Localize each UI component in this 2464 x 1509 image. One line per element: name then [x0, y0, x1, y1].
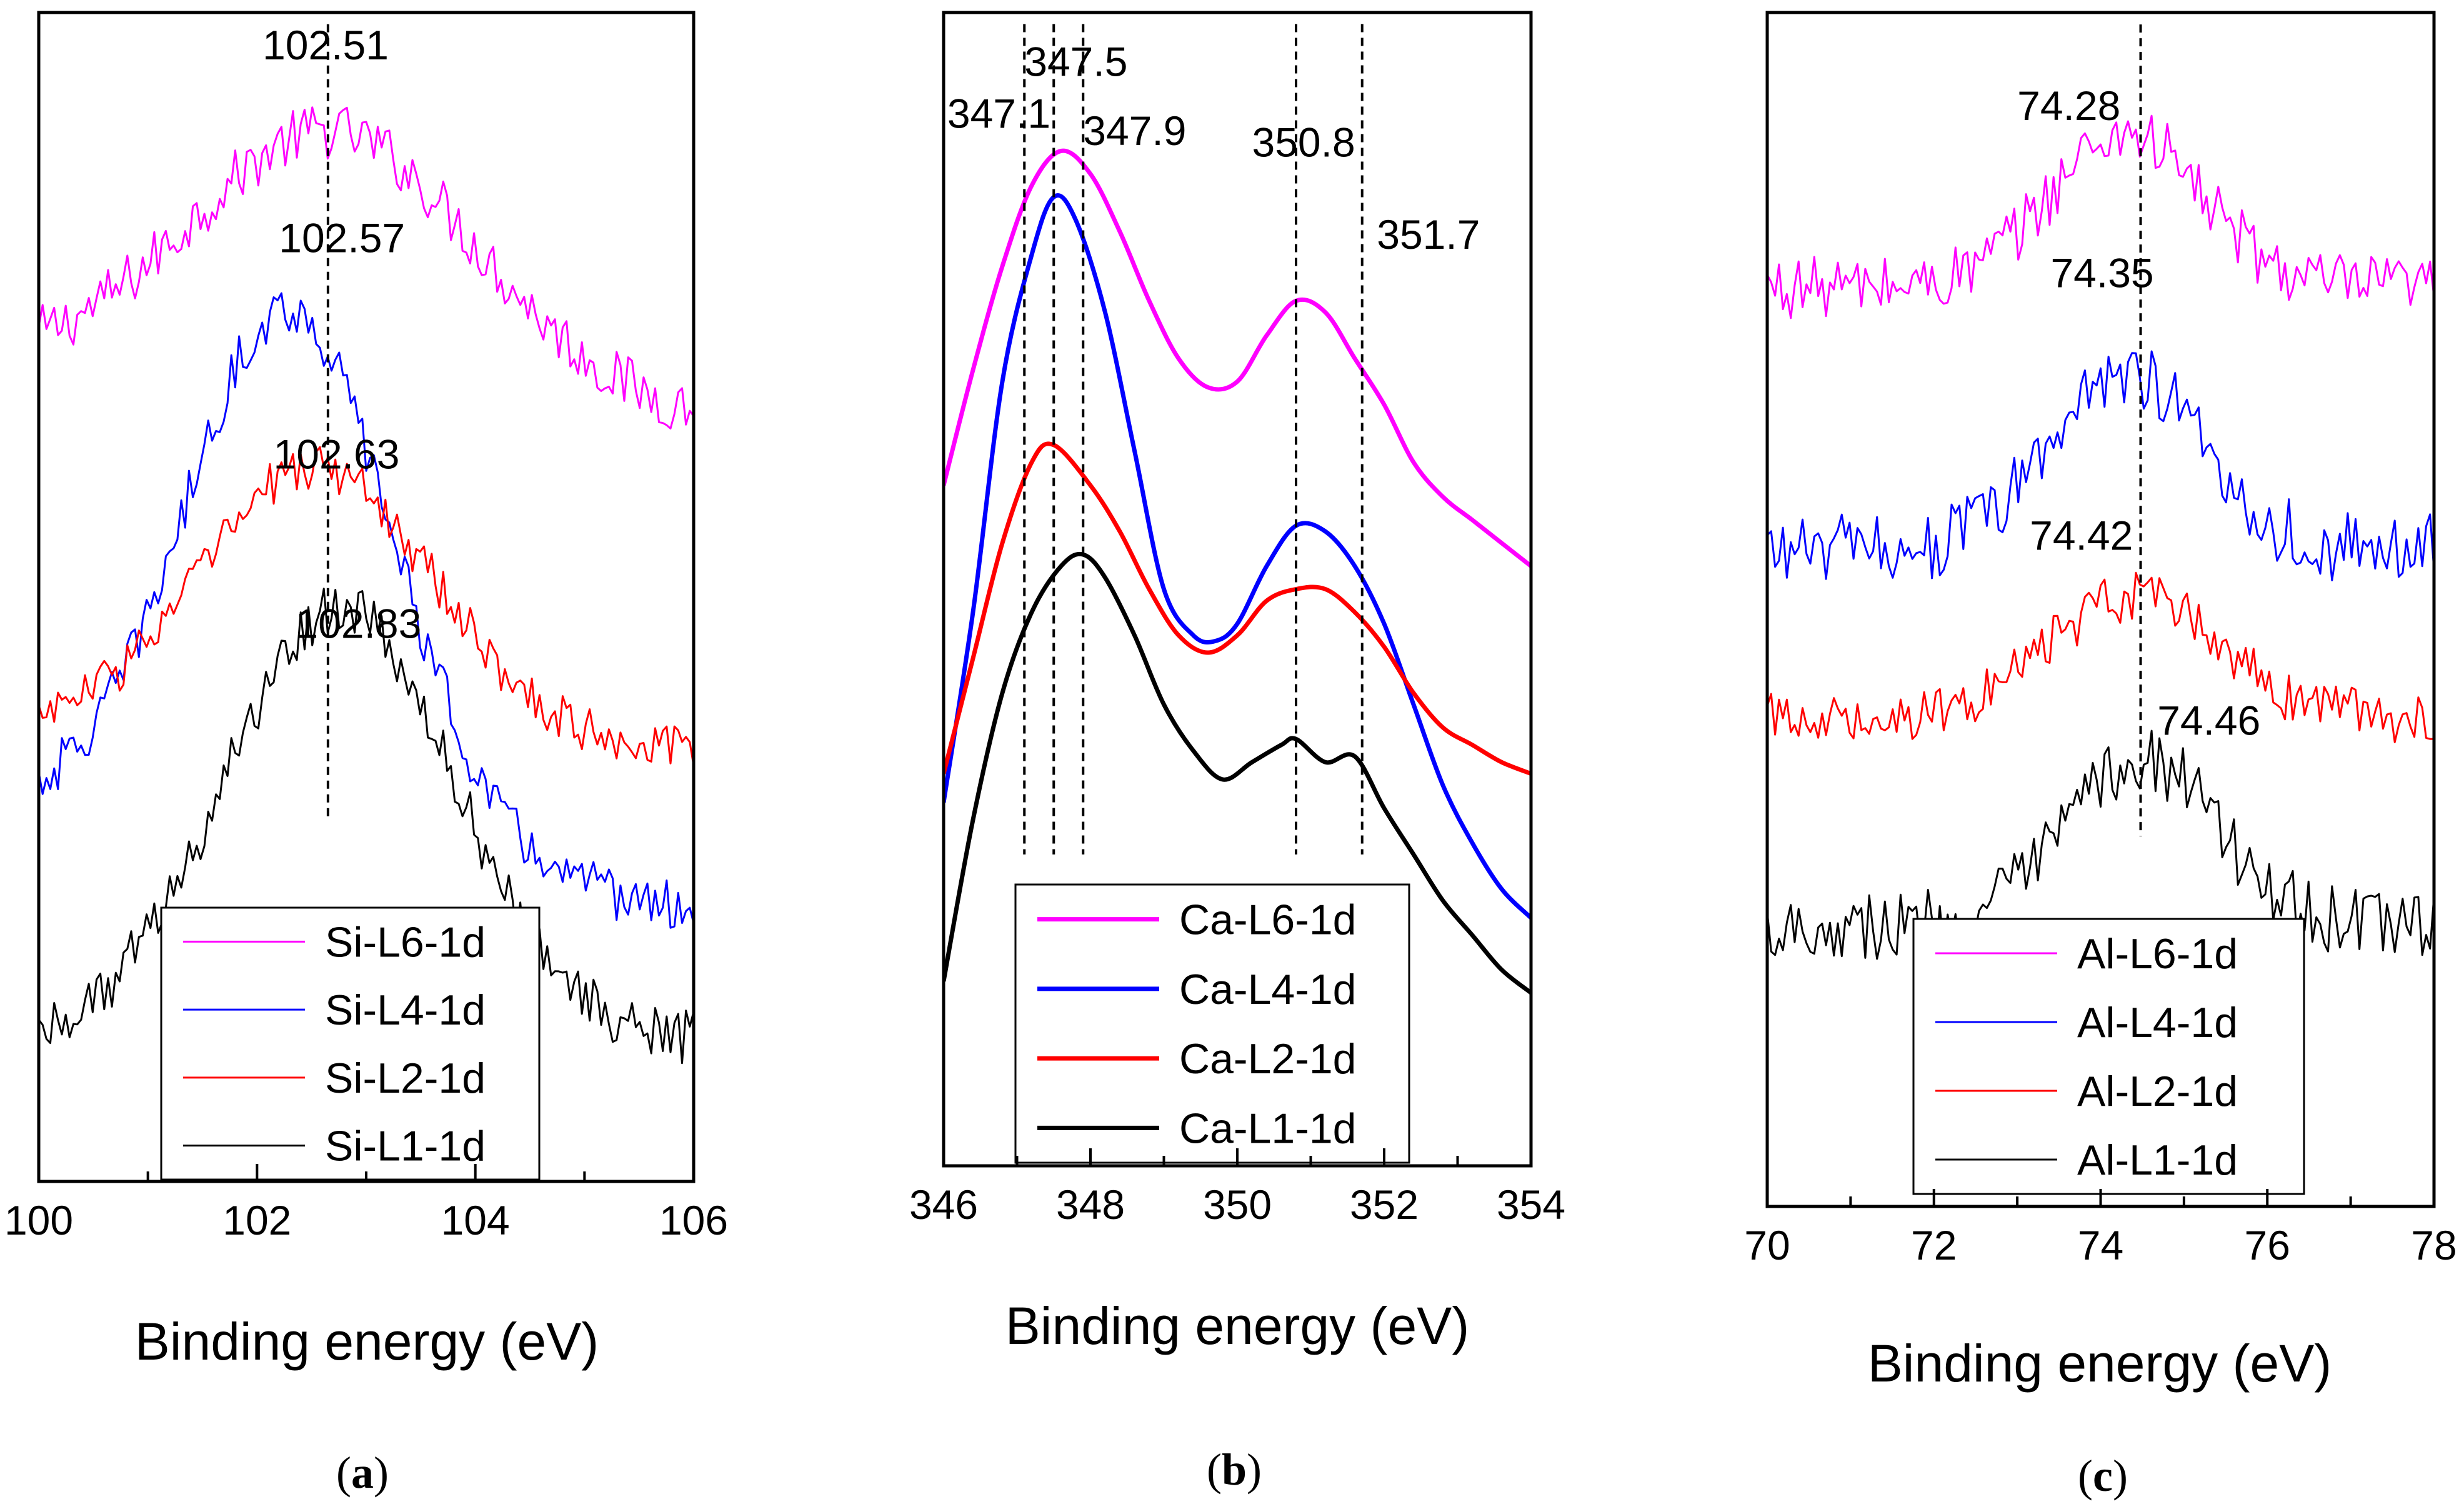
series-line-Ca-L2-1d: [944, 441, 1531, 776]
peak-label: 74.28: [2017, 83, 2120, 129]
legend-box: [1014, 883, 1410, 1164]
series-line-Si-L4-1d: [39, 292, 694, 929]
series-line-Ca-L6-1d: [944, 148, 1531, 568]
x-tick-label: 102: [222, 1197, 291, 1243]
legend-label: Si-L4-1d: [325, 986, 486, 1034]
legend: Si-L6-1d Si-L4-1d Si-L2-1d Si-L1-1d: [160, 906, 541, 1181]
legend-label: Ca-L1-1d: [1179, 1105, 1357, 1152]
legend-box: [160, 906, 541, 1181]
x-tick-label: 72: [1911, 1222, 1957, 1268]
x-tick-label: 104: [441, 1197, 510, 1243]
x-axis-title: Binding energy (eV): [135, 1312, 599, 1371]
legend-label: Si-L2-1d: [325, 1055, 486, 1102]
plot-area: [1767, 114, 2434, 960]
legend-label: Al-L4-1d: [2077, 999, 2238, 1046]
series-line-Si-L6-1d: [39, 106, 694, 429]
peak-label: 102.57: [279, 214, 405, 261]
legend-label: Si-L1-1d: [325, 1123, 486, 1170]
peak-label: 102.63: [274, 431, 400, 477]
legend-box: [1912, 918, 2305, 1195]
legend: Ca-L6-1d Ca-L4-1d Ca-L2-1d Ca-L1-1d: [1014, 883, 1410, 1164]
peak-label: 351.7: [1377, 211, 1480, 258]
series-line-Si-L2-1d: [39, 446, 694, 766]
series-line-Ca-L1-1d: [944, 551, 1531, 995]
peak-label: 74.35: [2050, 249, 2153, 296]
peak-label: 347.5: [1024, 38, 1127, 84]
x-tick-label: 354: [1497, 1181, 1565, 1228]
panel-a: 102.51 102.57 102.63 102.83 Si-L6-1d Si-L4-1d…: [4, 11, 728, 1498]
x-axis-title: Binding energy (eV): [1868, 1334, 2332, 1393]
series-line-Al-L2-1d: [1767, 571, 2434, 743]
x-tick-label: 76: [2245, 1222, 2290, 1268]
plot-area: [944, 148, 1531, 995]
series-line-Al-L6-1d: [1767, 114, 2434, 319]
legend-label: Al-L2-1d: [2077, 1068, 2238, 1115]
peak-label: 74.42: [2030, 513, 2133, 559]
x-tick-label: 348: [1056, 1181, 1125, 1228]
x-axis-title: Binding energy (eV): [1005, 1296, 1469, 1355]
peak-label: 350.8: [1252, 119, 1355, 166]
series-line-Ca-L4-1d: [944, 193, 1531, 920]
x-axis: 100 102 104 106: [4, 1164, 728, 1243]
x-tick-label: 78: [2411, 1222, 2457, 1268]
legend-label: Si-L6-1d: [325, 918, 486, 966]
x-tick-label: 74: [2078, 1222, 2123, 1268]
x-tick-label: 352: [1350, 1181, 1419, 1228]
series-line-Al-L1-1d: [1767, 729, 2434, 960]
panel-caption: (c): [2078, 1451, 2128, 1501]
legend-label: Ca-L6-1d: [1179, 896, 1357, 944]
panel-caption: (a): [336, 1448, 389, 1498]
x-axis: 346 348 350 352 354: [909, 1148, 1565, 1228]
peak-label: 74.46: [2157, 698, 2260, 744]
panel-b: 347.5 347.1 347.9 350.8 351.7 Ca-L6-1d Ca-L4-1…: [909, 11, 1565, 1495]
plot-area: [39, 106, 694, 1065]
x-axis: 70 72 74 76 78: [1744, 1189, 2457, 1268]
legend-label: Ca-L4-1d: [1179, 966, 1357, 1013]
panel-c: 74.2874.3574.4274.46Al-L6-1dAl-L4-1dAl-L…: [1744, 11, 2457, 1501]
peak-label: 347.9: [1083, 108, 1186, 154]
x-tick-label: 350: [1203, 1181, 1272, 1228]
legend-label: Al-L6-1d: [2077, 930, 2238, 978]
x-tick-label: 346: [909, 1181, 978, 1228]
panel-caption: (b): [1207, 1445, 1262, 1495]
x-tick-label: 106: [659, 1197, 728, 1243]
legend-label: Al-L1-1d: [2077, 1136, 2238, 1184]
legend: Al-L6-1d Al-L4-1d Al-L2-1d Al-L1-1d: [1912, 918, 2305, 1195]
x-tick-label: 70: [1744, 1222, 1790, 1268]
peak-label: 102.51: [262, 22, 389, 68]
series-line-Al-L4-1d: [1767, 350, 2434, 581]
series-line-Si-L1-1d: [39, 588, 694, 1065]
peak-label: 347.1: [947, 91, 1050, 137]
x-tick-label: 100: [4, 1197, 73, 1243]
peak-label: 102.83: [295, 600, 421, 646]
legend-label: Ca-L2-1d: [1179, 1035, 1357, 1083]
